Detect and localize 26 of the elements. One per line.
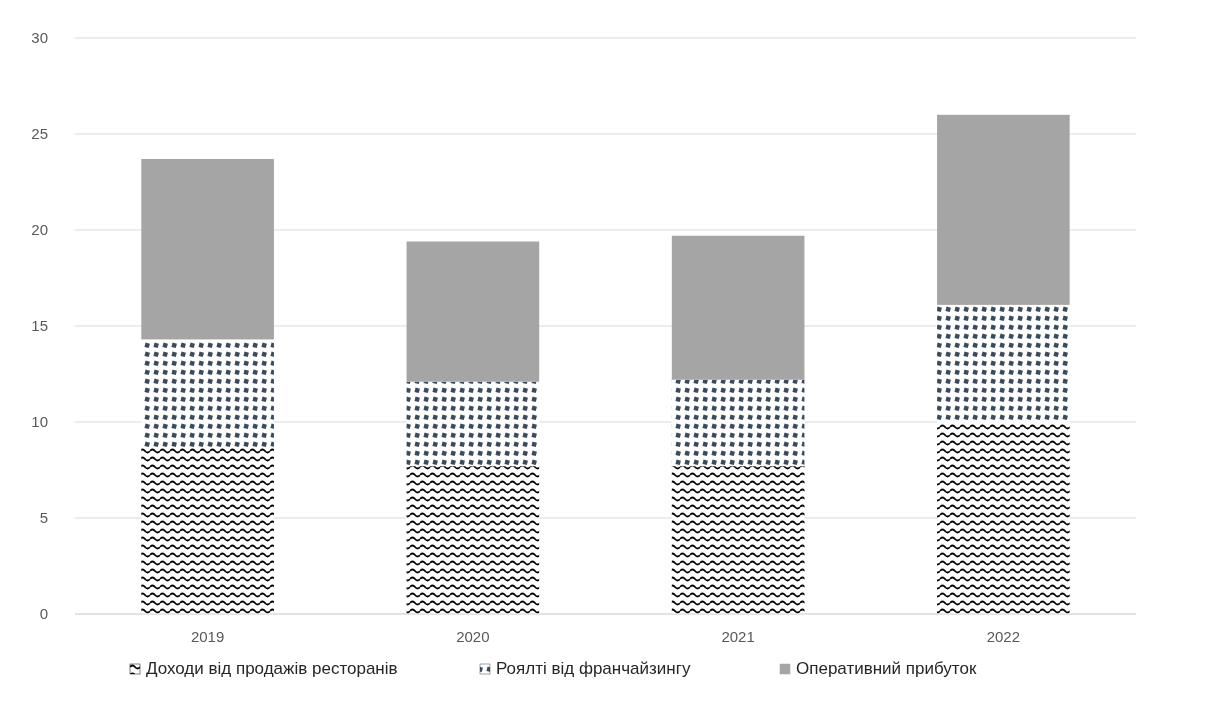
y-tick-label: 20	[31, 221, 48, 239]
x-tick-label: 2022	[986, 628, 1021, 645]
bar	[937, 114, 1070, 305]
y-tick-label: 0	[39, 605, 48, 623]
legend-label: Оперативний прибуток	[796, 659, 977, 678]
y-tick-label: 5	[39, 509, 48, 527]
bar	[406, 466, 540, 614]
bar	[671, 235, 805, 380]
y-tick-label: 15	[31, 317, 48, 335]
y-tick-label: 25	[31, 125, 48, 143]
bar	[141, 446, 274, 614]
bar	[406, 381, 540, 467]
legend-label: Доходи від продажів ресторанів	[146, 659, 398, 678]
y-tick-label: 10	[31, 413, 48, 431]
bar	[141, 158, 274, 340]
bar	[141, 339, 274, 447]
x-tick-label: 2020	[456, 628, 490, 645]
bar	[406, 241, 540, 382]
x-tick-label: 2019	[190, 628, 225, 645]
bar	[937, 422, 1070, 614]
y-tick-label: 30	[31, 29, 48, 47]
bar	[671, 466, 805, 614]
bar	[937, 304, 1070, 422]
bar	[671, 379, 805, 467]
x-tick-label: 2021	[721, 628, 755, 645]
legend-label: Роялті від франчайзингу	[496, 659, 691, 678]
